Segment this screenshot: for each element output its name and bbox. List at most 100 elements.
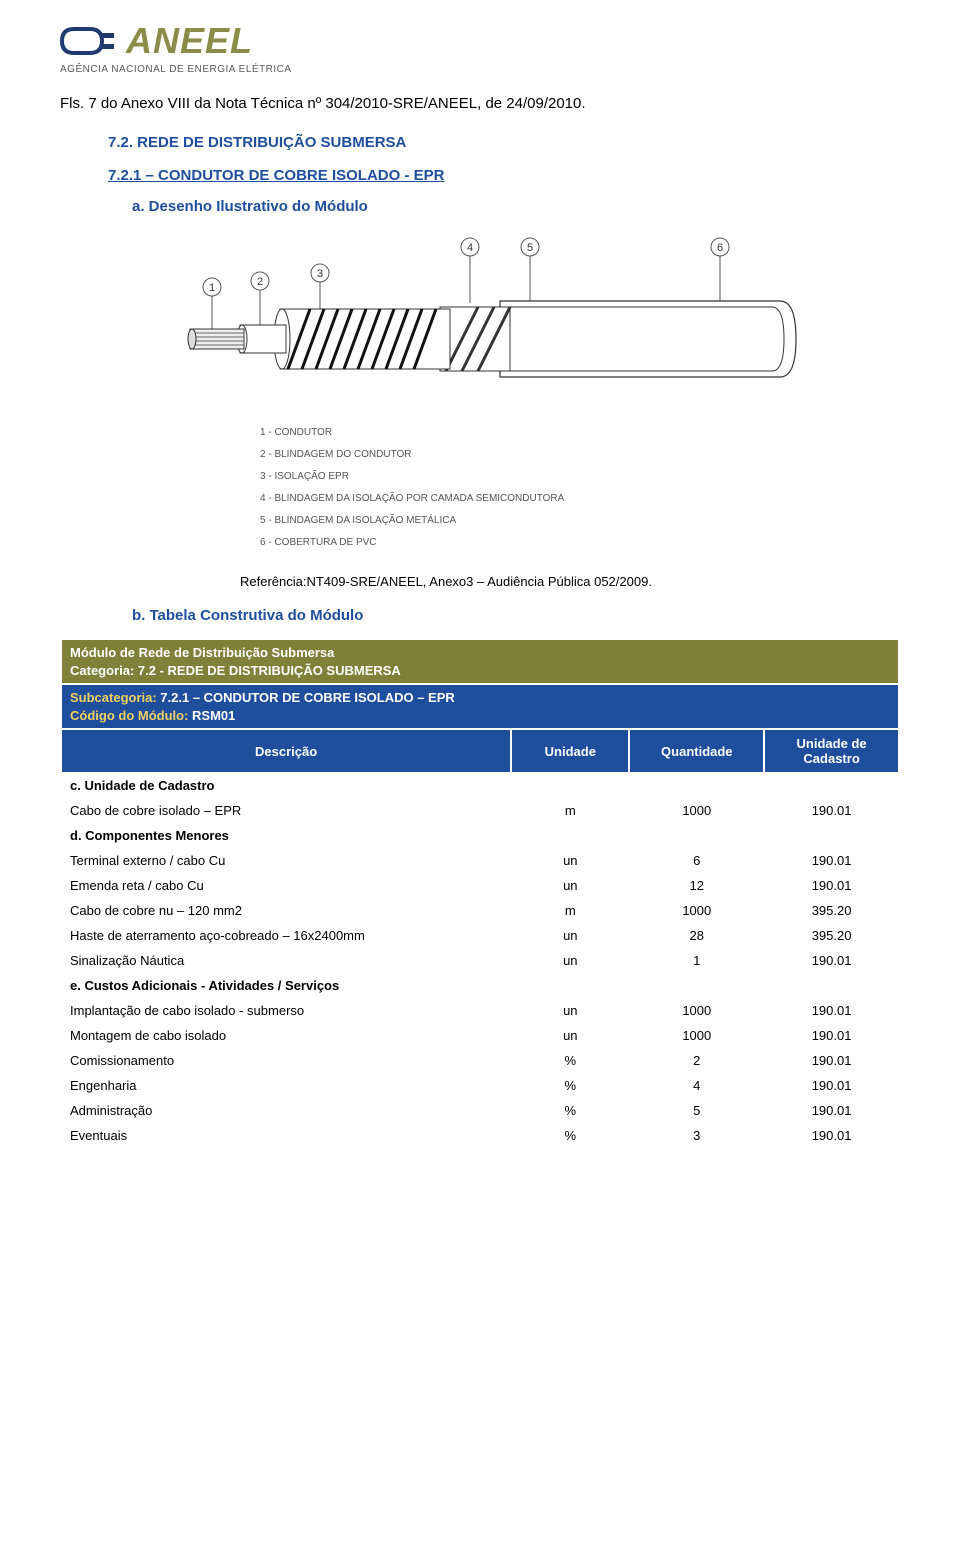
table-row: Administração%5190.01 — [62, 1099, 898, 1122]
table-cell: 190.01 — [765, 949, 898, 972]
table-row: Sinalização Náuticaun1190.01 — [62, 949, 898, 972]
item-b-label: b. Tabela Construtiva do Módulo — [132, 607, 900, 624]
callout-6: 6 — [717, 242, 723, 254]
table-cell — [765, 774, 898, 797]
legend-item-1: 1 - CONDUTOR — [260, 422, 900, 444]
table-cell: Montagem de cabo isolado — [62, 1024, 510, 1047]
table-cell: 3 — [630, 1124, 763, 1147]
table-cell — [765, 824, 898, 847]
cable-cross-section-diagram: 1 2 3 4 5 6 — [160, 229, 800, 402]
table-cell: m — [512, 899, 628, 922]
table-cell: 190.01 — [765, 999, 898, 1022]
table-cell — [512, 974, 628, 997]
table-cell: 2 — [630, 1049, 763, 1072]
table-green-header: Módulo de Rede de Distribuição Submersa … — [62, 640, 898, 683]
table-cell: un — [512, 999, 628, 1022]
table-cell: 1000 — [630, 799, 763, 822]
table-cell: 190.01 — [765, 1049, 898, 1072]
table-cell: 1000 — [630, 899, 763, 922]
col-quantidade: Quantidade — [630, 730, 763, 772]
table-cell: Engenharia — [62, 1074, 510, 1097]
legend-item-4: 4 - BLINDAGEM DA ISOLAÇÃO POR CAMADA SEM… — [260, 488, 900, 510]
table-cell — [512, 774, 628, 797]
table-column-headers: Descrição Unidade Quantidade Unidade de … — [62, 730, 898, 772]
callout-5: 5 — [527, 242, 533, 254]
table-row: Eventuais%3190.01 — [62, 1124, 898, 1147]
table-cell: 28 — [630, 924, 763, 947]
table-row: Haste de aterramento aço-cobreado – 16x2… — [62, 924, 898, 947]
logo-brand-text: ANEEL — [126, 20, 253, 62]
table-cell: 1000 — [630, 1024, 763, 1047]
table-cell: 4 — [630, 1074, 763, 1097]
table-cell: 395.20 — [765, 924, 898, 947]
col-unidade-cadastro: Unidade de Cadastro — [765, 730, 898, 772]
agency-logo: ANEEL AGÊNCIA NACIONAL DE ENERGIA ELÉTRI… — [60, 20, 900, 75]
table-blue-header: Subcategoria: 7.2.1 – CONDUTOR DE COBRE … — [62, 685, 898, 728]
diagram-legend: 1 - CONDUTOR 2 - BLINDAGEM DO CONDUTOR 3… — [260, 422, 900, 554]
codigo-modulo-label: Código do Módulo: — [70, 708, 188, 723]
table-cell: Eventuais — [62, 1124, 510, 1147]
table-cell: un — [512, 924, 628, 947]
table-cell: 190.01 — [765, 799, 898, 822]
table-cell: un — [512, 849, 628, 872]
table-cell: Sinalização Náutica — [62, 949, 510, 972]
table-cell — [512, 824, 628, 847]
table-cell: 5 — [630, 1099, 763, 1122]
table-cell: % — [512, 1049, 628, 1072]
table-row: d. Componentes Menores — [62, 824, 898, 847]
table-cell: Administração — [62, 1099, 510, 1122]
table-cell: Haste de aterramento aço-cobreado – 16x2… — [62, 924, 510, 947]
table-cell — [630, 774, 763, 797]
table-cell: un — [512, 1024, 628, 1047]
table-cell: Terminal externo / cabo Cu — [62, 849, 510, 872]
table-cell: % — [512, 1124, 628, 1147]
section-7-2-title: 7.2. REDE DE DISTRIBUIÇÃO SUBMERSA — [108, 134, 900, 151]
table-cell: 190.01 — [765, 1124, 898, 1147]
table-row: Montagem de cabo isoladoun1000190.01 — [62, 1024, 898, 1047]
table-cell: Comissionamento — [62, 1049, 510, 1072]
table-cell: un — [512, 949, 628, 972]
logo-subtitle: AGÊNCIA NACIONAL DE ENERGIA ELÉTRICA — [60, 64, 900, 75]
col-descricao: Descrição — [62, 730, 510, 772]
table-cell: un — [512, 874, 628, 897]
table-row: Terminal externo / cabo Cuun6190.01 — [62, 849, 898, 872]
table-cell: Emenda reta / cabo Cu — [62, 874, 510, 897]
table-cell: 190.01 — [765, 849, 898, 872]
page-header-line: Fls. 7 do Anexo VIII da Nota Técnica nº … — [60, 95, 900, 112]
legend-item-2: 2 - BLINDAGEM DO CONDUTOR — [260, 444, 900, 466]
codigo-modulo-value: RSM01 — [188, 708, 235, 723]
subcategoria-label: Subcategoria: — [70, 690, 157, 705]
table-cell: m — [512, 799, 628, 822]
table-row: c. Unidade de Cadastro — [62, 774, 898, 797]
item-a-label: a. Desenho Ilustrativo do Módulo — [132, 198, 900, 215]
table-cell: 190.01 — [765, 1099, 898, 1122]
callout-2: 2 — [257, 276, 263, 288]
table-row: e. Custos Adicionais - Atividades / Serv… — [62, 974, 898, 997]
table-row: Emenda reta / cabo Cuun12190.01 — [62, 874, 898, 897]
table-cell — [765, 974, 898, 997]
green-header-line1: Módulo de Rede de Distribuição Submersa — [70, 644, 890, 662]
table-cell: d. Componentes Menores — [62, 824, 510, 847]
table-cell: Implantação de cabo isolado - submerso — [62, 999, 510, 1022]
table-cell: 6 — [630, 849, 763, 872]
table-cell: % — [512, 1074, 628, 1097]
table-cell: 1000 — [630, 999, 763, 1022]
reference-text: Referência:NT409-SRE/ANEEL, Anexo3 – Aud… — [240, 574, 900, 589]
col-unidade: Unidade — [512, 730, 628, 772]
table-cell: 190.01 — [765, 1024, 898, 1047]
table-cell: c. Unidade de Cadastro — [62, 774, 510, 797]
legend-item-3: 3 - ISOLAÇÃO EPR — [260, 466, 900, 488]
legend-item-6: 6 - COBERTURA DE PVC — [260, 532, 900, 554]
green-header-line2: Categoria: 7.2 - REDE DE DISTRIBUIÇÃO SU… — [70, 662, 890, 680]
section-7-2-1-title: 7.2.1 – CONDUTOR DE COBRE ISOLADO - EPR — [108, 167, 900, 184]
subcategoria-value: 7.2.1 – CONDUTOR DE COBRE ISOLADO – EPR — [157, 690, 455, 705]
table-row: Engenharia%4190.01 — [62, 1074, 898, 1097]
table-cell: 1 — [630, 949, 763, 972]
callout-4: 4 — [467, 242, 473, 254]
table-cell: Cabo de cobre isolado – EPR — [62, 799, 510, 822]
table-cell: Cabo de cobre nu – 120 mm2 — [62, 899, 510, 922]
table-cell: 190.01 — [765, 1074, 898, 1097]
table-row: Comissionamento%2190.01 — [62, 1049, 898, 1072]
table-cell — [630, 824, 763, 847]
table-row: Cabo de cobre isolado – EPRm1000190.01 — [62, 799, 898, 822]
